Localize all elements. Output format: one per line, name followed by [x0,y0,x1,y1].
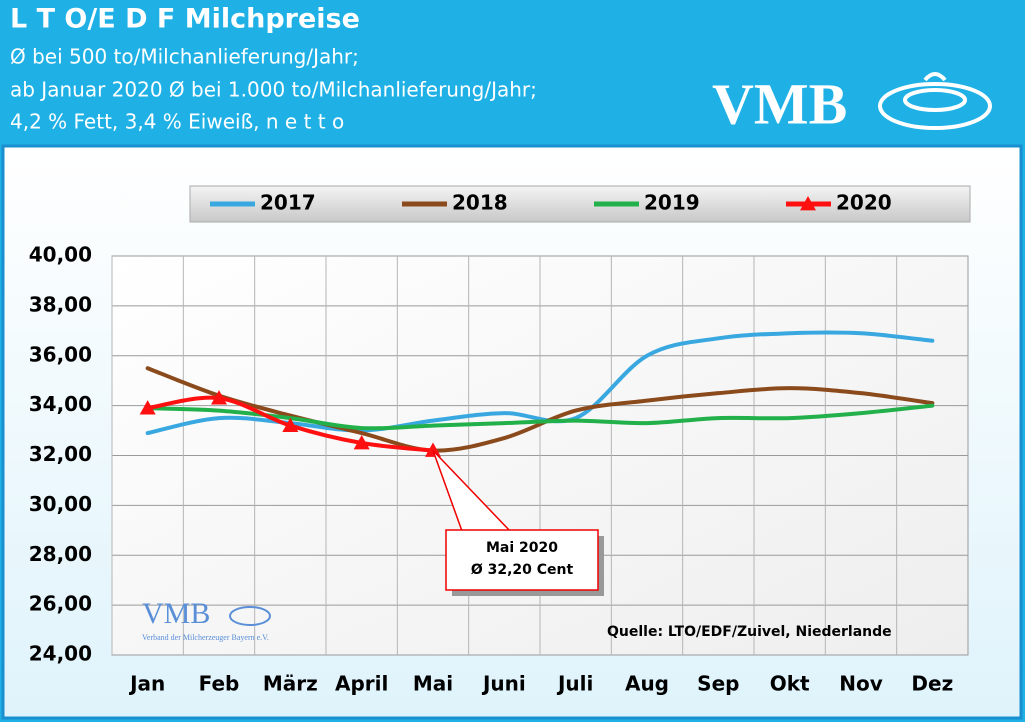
x-tick-label: Aug [625,672,669,696]
x-tick-label: Juni [481,672,526,696]
series-line [145,403,935,431]
legend-label: 2019 [644,191,700,215]
x-tick-label: Nov [839,672,883,696]
logo: VMB [712,71,847,136]
y-tick-label: 28,00 [29,542,92,566]
y-tick-label: 40,00 [29,243,92,267]
point-marker [139,400,156,415]
logo-swirl [878,72,992,130]
legend-box [189,185,971,223]
legend-label: 2020 [836,191,892,215]
source: Quelle: LTO/EDF/Zuivel, Niederlande [607,624,892,640]
y-tick-label: 24,00 [29,642,92,666]
callout-text: Ø 32,20 Cent [471,562,574,578]
y-tick-label: 38,00 [29,292,92,316]
subtitle: ab Januar 2020 Ø bei 1.000 to/Milchanlie… [10,78,537,102]
y-tick-label: 32,00 [29,442,92,466]
y-tick-label: 34,00 [29,392,92,416]
x-tick-label: März [263,672,318,696]
point-marker [282,417,299,432]
point-marker [211,390,227,405]
subtitle: Ø bei 500 to/Milchanlieferung/Jahr; [10,45,359,69]
small-logo-caption: Verband der Milcherzeuger Bayern e.V. [142,633,269,642]
y-tick-label: 26,00 [29,592,92,616]
y-tick-label: 36,00 [29,342,92,366]
small-logo-swirl [229,606,271,626]
x-tick-label: Jan [128,672,165,696]
point-marker [425,442,441,457]
x-tick-label: Mai [413,672,453,696]
series-line [145,366,935,453]
point-marker [353,435,370,450]
callout-text: Mai 2020 [486,540,558,556]
legend-marker [800,196,816,211]
x-tick-label: Juli [556,672,593,696]
x-tick-label: Feb [199,672,240,696]
subtitle: 4,2 % Fett, 3,4 % Eiweiß, n e t t o [10,110,344,134]
legend-label: 2018 [452,191,508,215]
title: L T O/E D F Milchpreise [10,4,360,35]
legend-label: 2017 [260,191,316,215]
x-tick-label: Sep [697,672,739,696]
x-tick-label: April [335,672,388,696]
x-tick-label: Dez [911,672,953,696]
y-tick-label: 30,00 [29,492,92,516]
small-logo: VMB [142,597,210,630]
callout-box [445,529,599,591]
x-tick-label: Okt [770,672,810,696]
